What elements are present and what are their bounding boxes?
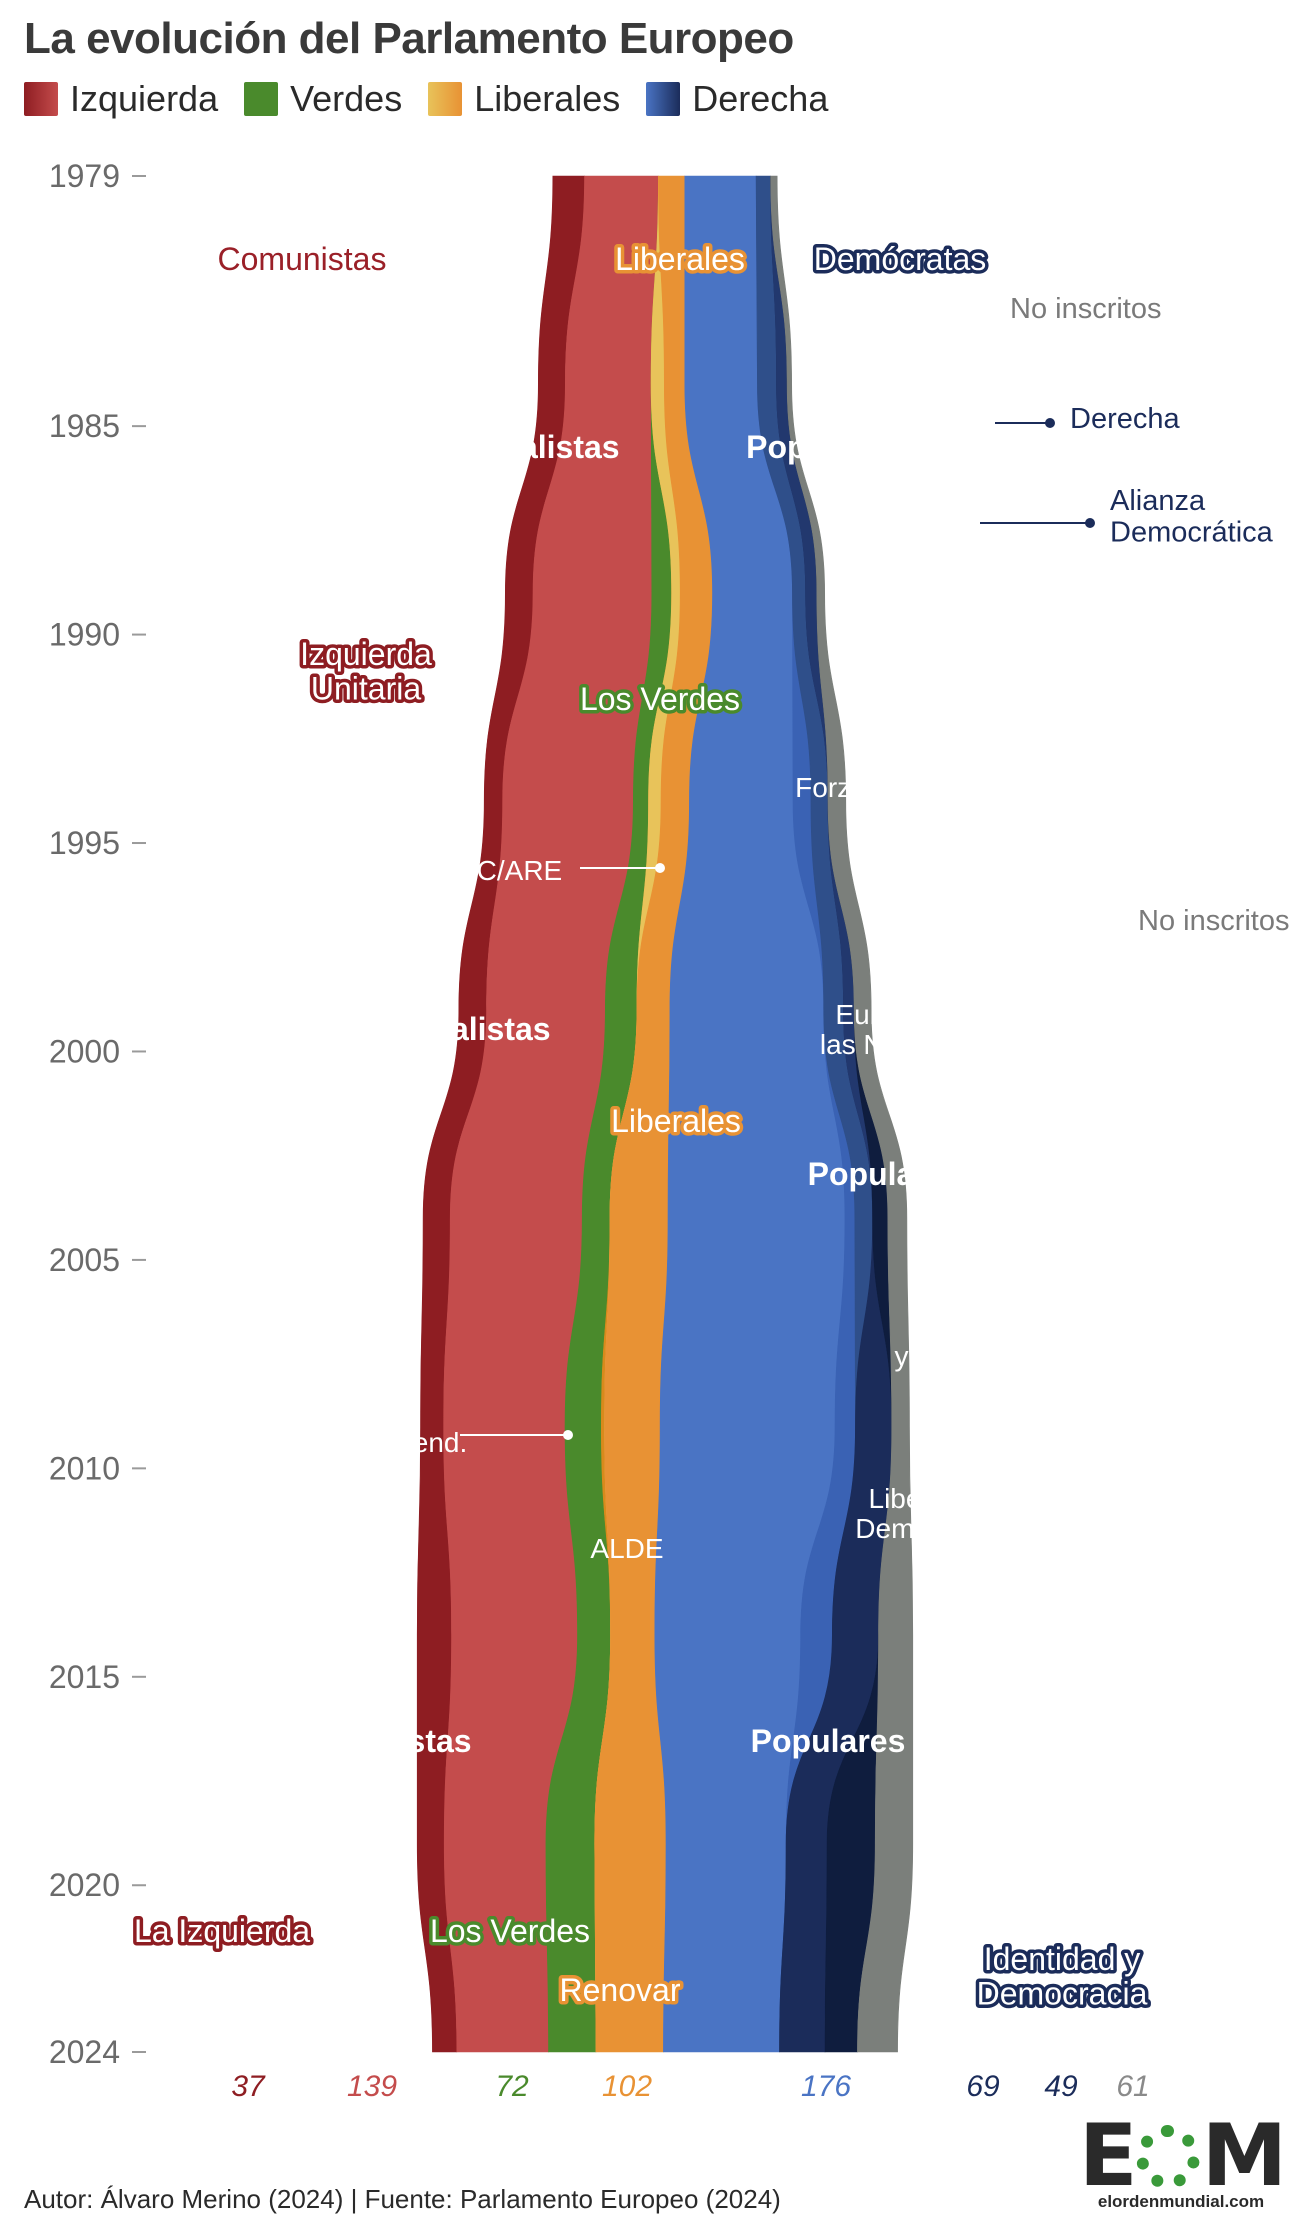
legend-swatch-liberales (428, 82, 463, 116)
stream-label-21: Socialistas (304, 1723, 471, 1759)
stream-label-3: Popul. (746, 429, 844, 465)
y-tick-label-1979: 1979 (49, 158, 120, 194)
y-tick-label-2000: 2000 (49, 1033, 120, 1069)
y-tick-label-2015: 2015 (49, 1659, 120, 1695)
final-value-4: 176 (801, 2070, 851, 2103)
chart-title: La evolución del Parlamento Europeo (24, 14, 794, 63)
stream-label-7: Alianza Democrática (1110, 485, 1274, 548)
y-tick-label-1990: 1990 (49, 617, 120, 653)
stream-label-8: Izquierda Unitaria (300, 636, 432, 707)
stream-label-18: Independ. (343, 1427, 468, 1458)
legend-label-verdes: Verdes (290, 78, 403, 119)
logo-ring-icon (1135, 2125, 1200, 2189)
leader-dot-7 (1060, 1503, 1070, 1513)
logo-letter-m: M (1201, 2106, 1288, 2206)
logo-url: elordenmundial.com (1097, 2192, 1265, 2211)
final-value-7: 61 (1116, 2070, 1149, 2103)
stream-label-27: Identidad y Democracia (977, 1941, 1148, 2012)
stream-label-6: Derecha (1070, 403, 1180, 435)
y-tick-label-2005: 2005 (49, 1242, 120, 1278)
stream-label-23: ECR (1050, 1707, 1109, 1738)
leader-dot-5 (1177, 1319, 1187, 1329)
stream-label-5: No inscritos (1010, 293, 1162, 325)
final-value-1: 139 (347, 2070, 397, 2103)
stream-label-20: ALDE (590, 1533, 663, 1564)
stream-label-13: Socialistas (383, 1011, 550, 1047)
final-values: 37 139 72 102 176 69 49 61 (231, 2070, 1149, 2103)
stream-label-22: Populares (751, 1723, 906, 1759)
legend-label-izquierda: Izquierda (70, 78, 219, 119)
y-tick-label-2010: 2010 (49, 1450, 120, 1486)
legend-swatch-derecha (646, 82, 681, 116)
y-tick-label-2020: 2020 (49, 1867, 120, 1903)
legend-label-liberales: Liberales (474, 78, 621, 119)
leader-dot-2 (987, 807, 997, 817)
legend-swatch-verdes (244, 82, 279, 116)
final-value-0: 37 (231, 2070, 266, 2103)
stream-label-0: Comunistas (218, 241, 387, 277)
leader-lines (460, 418, 1187, 1513)
stream-label-16: Populares (808, 1156, 963, 1192)
logo-letter-e: E (1078, 2106, 1138, 2206)
stream-label-17: Identidad, Tradición y Soberanía (895, 1280, 1046, 1371)
legend: Izquierda Verdes Liberales Derecha (24, 78, 828, 120)
legend-item-verdes: Verdes (244, 78, 402, 120)
legend-label-derecha: Derecha (692, 78, 829, 119)
stream-label-9: Los Verdes (580, 681, 740, 717)
stream-label-19: Libertad y Democracia (855, 1483, 1005, 1544)
legend-item-izquierda: Izquierda (24, 78, 218, 120)
y-tick-label-1995: 1995 (49, 825, 120, 861)
final-value-6: 49 (1044, 2070, 1078, 2103)
legend-item-derecha: Derecha (646, 78, 828, 120)
legend-item-liberales: Liberales (428, 78, 620, 120)
stream-label-2: Liberales (615, 241, 745, 277)
legend-swatch-izquierda (24, 82, 58, 116)
leader-dot-4 (1055, 1028, 1065, 1038)
stream-label-15: Liberales (611, 1103, 741, 1139)
final-value-2: 72 (495, 2070, 529, 2103)
y-tick-label-1985: 1985 (49, 408, 120, 444)
y-axis: 1979 1985 1990 1995 2000 2005 2010 2015 2020 2024 (49, 158, 146, 2070)
stream-label-25: Los Verdes (430, 1913, 590, 1949)
leader-dot-3 (655, 863, 665, 873)
leader-dot-6 (563, 1430, 573, 1440)
stream-label-12: No inscritos (1138, 905, 1290, 937)
stream-label-24: La Izquierda (134, 1913, 310, 1949)
stream-labels: Comunistas Socialistas Liberales Popul. Demó… (130, 238, 1290, 2016)
stream-label-4: Demócratas (814, 241, 987, 277)
stream-label-14: Europa de las Naciones (820, 999, 980, 1060)
y-tick-label-2024: 2024 (49, 2034, 120, 2070)
leader-dot-1 (1085, 518, 1095, 528)
stream-band-12 (770, 175, 914, 2053)
stream-label-11: ARC/ARE (438, 855, 562, 886)
stream-label-26: Renovar (560, 1972, 681, 2008)
leader-dot-0 (1045, 418, 1055, 428)
stream-label-1: Socialistas (452, 429, 619, 465)
final-value-5: 69 (966, 2070, 1000, 2103)
stream-layers (416, 175, 914, 2053)
stream-label-10: Forza Europa (795, 772, 965, 803)
final-value-3: 102 (602, 2070, 652, 2103)
source-footer: Autor: Álvaro Merino (2024) | Fuente: Pa… (24, 2184, 781, 2214)
